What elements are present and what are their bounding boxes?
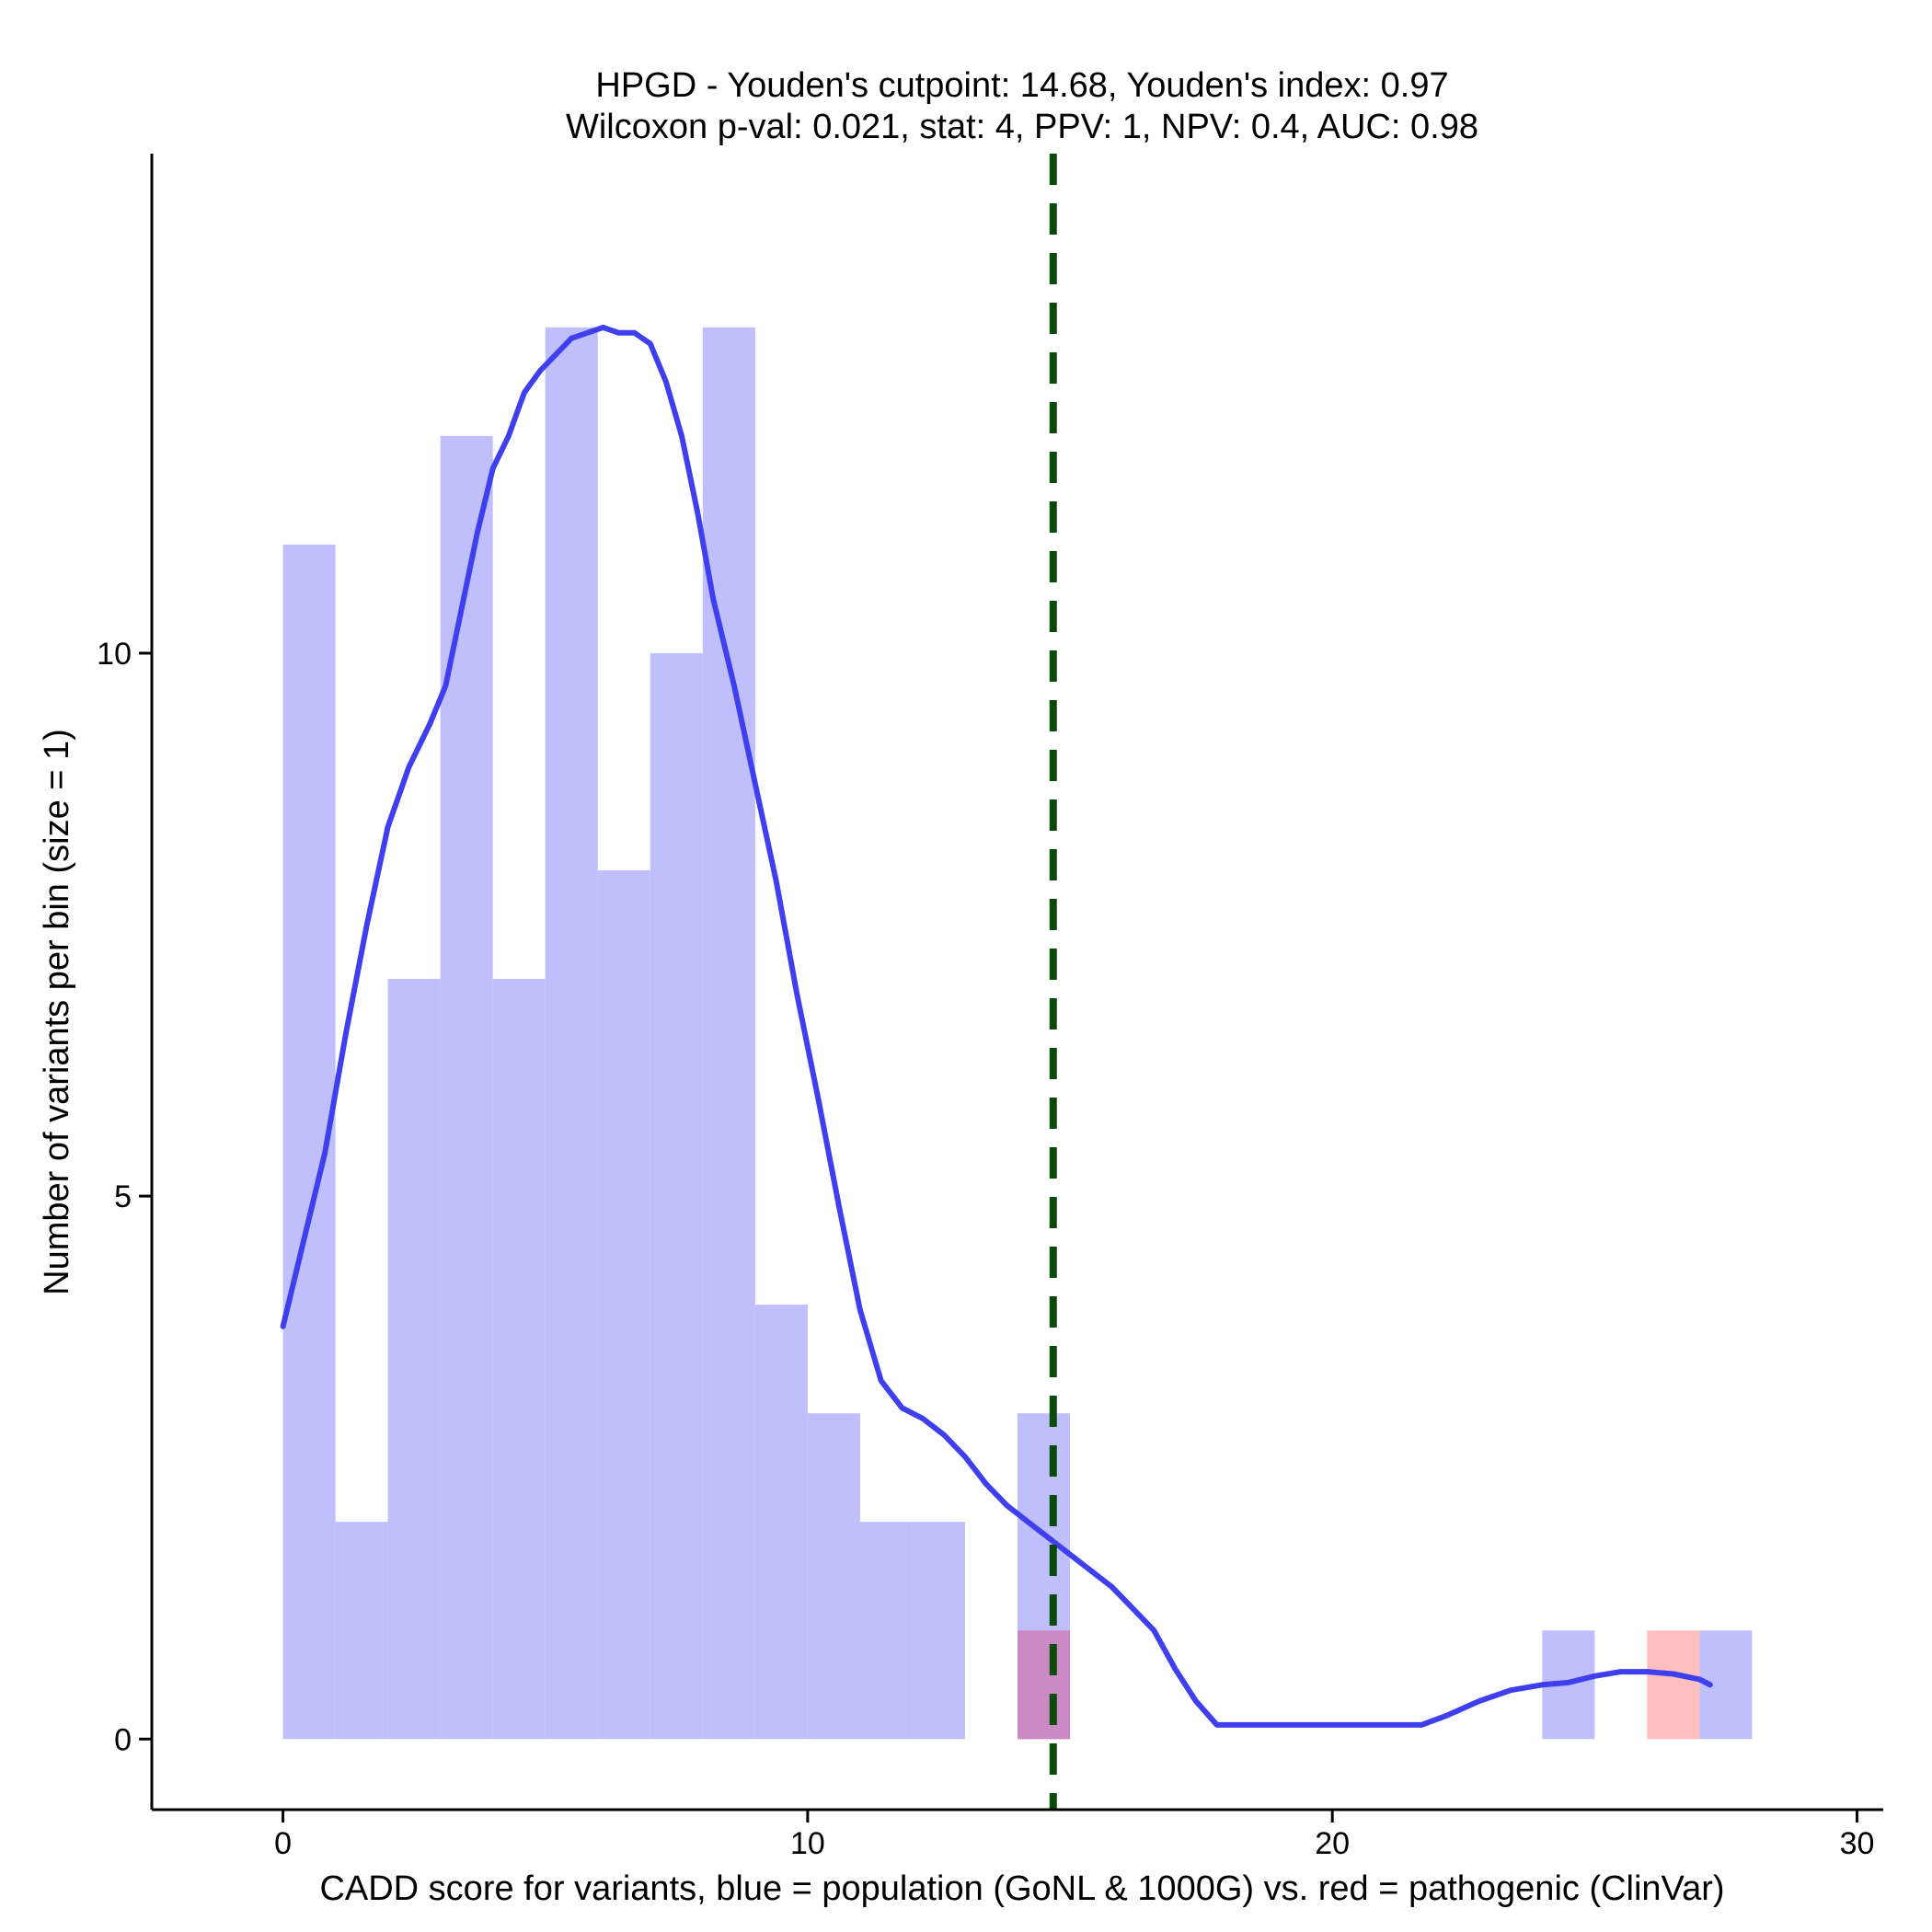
population-bar	[492, 979, 546, 1740]
y-tick-label: 5	[114, 1179, 132, 1214]
population-bar	[387, 979, 441, 1740]
population-bar	[859, 1522, 913, 1740]
y-ticks: 0 5 10	[97, 637, 152, 1757]
pathogenic-bar	[1647, 1630, 1700, 1740]
population-bar	[807, 1413, 860, 1740]
population-bar	[545, 327, 598, 1740]
x-tick-label: 0	[274, 1826, 292, 1861]
population-bar	[650, 652, 703, 1740]
y-tick-label: 0	[114, 1722, 132, 1757]
population-bars	[282, 327, 1753, 1740]
y-tick-label: 10	[97, 637, 132, 672]
population-bar	[702, 327, 755, 1740]
overlap-bar	[1018, 1630, 1071, 1740]
population-bar	[912, 1522, 965, 1740]
population-bar	[597, 870, 650, 1740]
y-axis-label: Number of variants per bin (size = 1)	[38, 729, 76, 1295]
overlap-bars	[1018, 1630, 1071, 1740]
population-bar	[754, 1305, 808, 1740]
population-bar	[335, 1522, 388, 1740]
chart-subtitle: Wilcoxon p-val: 0.021, stat: 4, PPV: 1, …	[566, 108, 1478, 146]
population-bar	[440, 435, 493, 1740]
x-axis-label: CADD score for variants, blue = populati…	[319, 1869, 1724, 1908]
x-ticks: 0 10 20 30	[274, 1810, 1874, 1861]
population-density-curve	[280, 324, 1713, 1728]
x-tick-label: 20	[1315, 1826, 1350, 1861]
chart-title: HPGD - Youden's cutpoint: 14.68, Youden'…	[595, 66, 1448, 105]
x-tick-label: 10	[790, 1826, 825, 1861]
x-tick-label: 30	[1840, 1826, 1875, 1861]
